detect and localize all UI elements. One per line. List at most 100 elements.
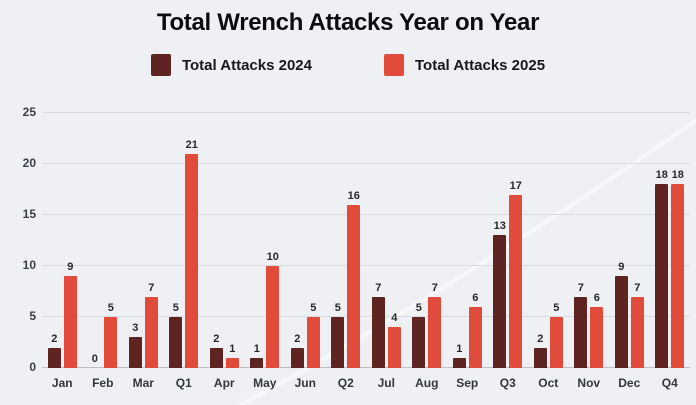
- x-axis-label-dec: Dec: [618, 376, 641, 390]
- bar-q3-2024: [493, 235, 507, 368]
- bar-value-label: 7: [577, 281, 584, 294]
- bar-value-label: 2: [213, 332, 220, 345]
- legend-item-2025: Total Attacks 2025: [384, 54, 545, 76]
- bar-dec-2025: [630, 296, 644, 368]
- bar-unit: 5: [169, 302, 183, 368]
- bar-unit: 18: [655, 169, 669, 368]
- bar-value-label: 5: [553, 302, 560, 314]
- bar-value-label: 3: [132, 322, 139, 335]
- bar-group-q3: 13 17: [488, 113, 529, 368]
- bar-value-label: 5: [107, 302, 114, 314]
- bar-jun-2024: [290, 347, 304, 368]
- bar-may-2025: [266, 266, 280, 368]
- bar-sep-2025: [468, 306, 482, 368]
- bar-value-label: 18: [671, 169, 684, 182]
- bar-unit: 2: [290, 332, 304, 368]
- bar-jun-2025: [306, 317, 320, 368]
- bar-value-label: 2: [294, 332, 301, 345]
- bar-unit: 7: [371, 282, 385, 368]
- bar-value-label: 1: [253, 342, 260, 355]
- bar-unit: 1: [250, 342, 264, 368]
- bar-jan-2024: [47, 347, 61, 368]
- bar-aug-2025: [428, 296, 442, 368]
- bar-unit: 2: [209, 332, 223, 368]
- bar-oct-2024: [533, 347, 547, 368]
- legend-label-2024: Total Attacks 2024: [181, 56, 312, 74]
- bar-value-label: 21: [185, 138, 198, 151]
- bar-unit: 0: [88, 354, 101, 368]
- bar-value-label: 2: [537, 332, 544, 345]
- bar-unit: 1: [225, 343, 239, 368]
- bar-unit: 2: [533, 332, 547, 368]
- bar-unit: 16: [347, 189, 361, 368]
- bar-unit: 6: [468, 292, 482, 368]
- bar-value-label: 16: [347, 189, 360, 202]
- bar-aug-2024: [412, 317, 426, 368]
- bar-nov-2024: [574, 296, 588, 368]
- bar-feb-2025: [104, 317, 118, 368]
- bar-unit: 9: [63, 261, 77, 368]
- bar-value-label: 5: [310, 302, 317, 314]
- bar-unit: 18: [671, 169, 685, 368]
- bar-unit: 6: [590, 291, 604, 368]
- x-axis-label-aug: Aug: [415, 376, 439, 390]
- legend-swatch-2024: [150, 54, 171, 76]
- x-axis-label-q4: Q4: [661, 376, 678, 390]
- chart-title: Total Wrench Attacks Year on Year: [156, 9, 540, 36]
- bar-value-label: 9: [618, 261, 625, 274]
- bar-unit: 9: [614, 261, 628, 368]
- bar-unit: 17: [509, 179, 523, 368]
- gridline-y20: [42, 163, 690, 164]
- bar-value-label: 9: [67, 261, 74, 274]
- bar-value-label: 0: [91, 353, 98, 365]
- bar-value-label: 10: [266, 251, 279, 263]
- x-axis-label-apr: Apr: [213, 376, 235, 390]
- x-axis-baseline: [42, 367, 690, 368]
- bar-value-label: 17: [509, 179, 522, 192]
- bar-value-label: 7: [634, 281, 641, 294]
- y-tick-label-25: 25: [22, 105, 36, 119]
- bar-unit: 10: [266, 251, 280, 368]
- bar-unit: 7: [428, 282, 442, 368]
- bar-q4-2024: [655, 184, 669, 368]
- bar-group-q4: 18 18: [650, 113, 691, 368]
- bar-group-may: 1 10: [245, 113, 286, 368]
- bar-value-label: 13: [493, 220, 506, 233]
- bar-unit: 5: [331, 303, 345, 368]
- x-axis-label-sep: Sep: [456, 376, 479, 390]
- bar-unit: 5: [412, 303, 426, 368]
- bar-mar-2024: [128, 337, 142, 368]
- x-axis-label-jul: Jul: [377, 376, 395, 390]
- bar-value-label: 2: [51, 332, 58, 345]
- bar-dec-2024: [614, 276, 628, 368]
- bar-jan-2025: [63, 276, 77, 368]
- bar-chart: 2 9 0 5 3 7 5 21 2 1 1 10 2 5 5 16 7 4 5 7 1 6 13 17 2 5 7 6 9 7 18 18 …: [6, 105, 692, 405]
- bar-group-q2: 5 16: [326, 113, 367, 368]
- bar-unit: 5: [549, 302, 563, 368]
- bar-value-label: 7: [148, 281, 155, 294]
- bar-value-label: 6: [593, 291, 600, 304]
- gridline-y10: [42, 265, 690, 266]
- bar-groups: 2 9 0 5 3 7 5 21 2 1 1 10 2 5 5 16 7 4 5 7 1 6 13 17 2 5 7 6 9 7 18 18: [42, 113, 690, 368]
- bar-group-q1: 5 21: [164, 113, 205, 368]
- x-axis-label-oct: Oct: [538, 376, 559, 390]
- x-axis-label-feb: Feb: [92, 376, 114, 390]
- bar-value-label: 18: [655, 169, 668, 182]
- gridline-y5: [42, 316, 690, 317]
- bar-unit: 5: [104, 302, 118, 368]
- bar-value-label: 5: [172, 302, 179, 314]
- y-tick-label-15: 15: [22, 207, 36, 221]
- bar-unit: 1: [452, 343, 466, 368]
- bar-oct-2025: [549, 317, 563, 368]
- x-axis-label-q3: Q3: [499, 376, 516, 390]
- bar-nov-2025: [590, 306, 604, 368]
- plot-area: 2 9 0 5 3 7 5 21 2 1 1 10 2 5 5 16 7 4 5 7 1 6 13 17 2 5 7 6 9 7 18 18 …: [23, 105, 690, 374]
